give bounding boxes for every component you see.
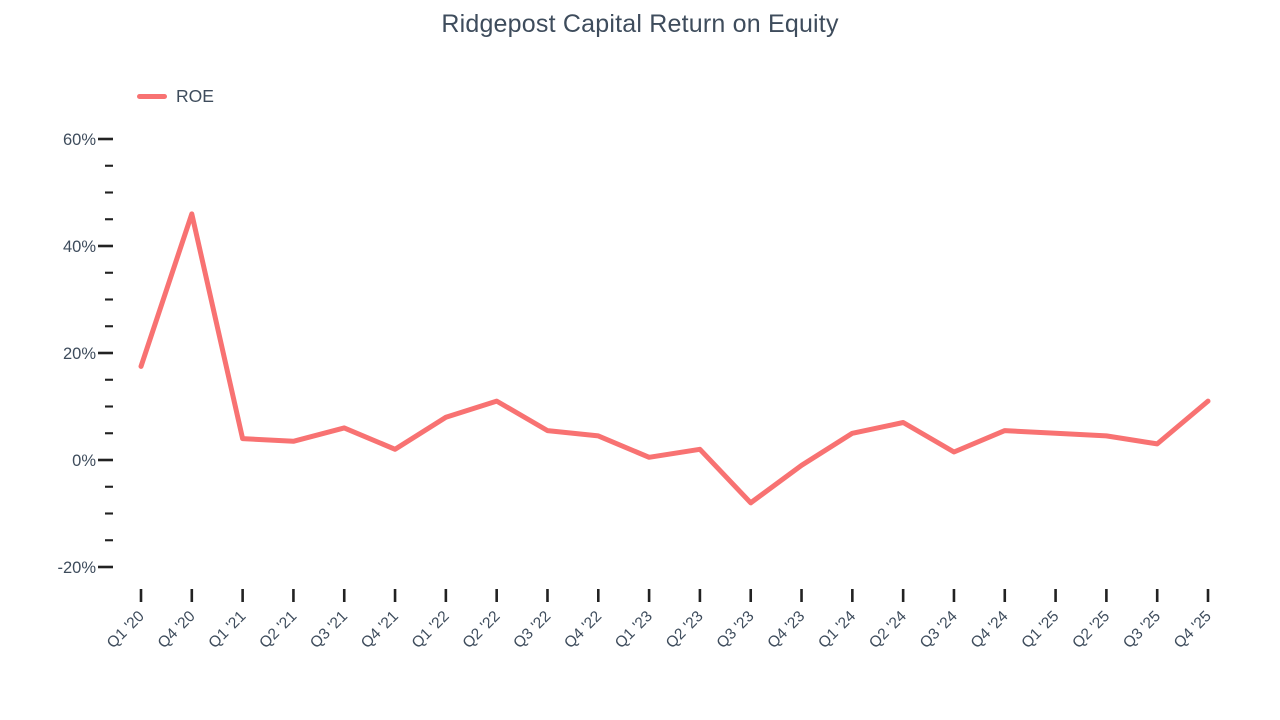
y-tick-label: 0% (72, 452, 96, 470)
x-tick-label: Q4 '23 (764, 608, 808, 652)
x-tick-label: Q1 '25 (1018, 608, 1062, 652)
x-tick-label: Q3 '21 (307, 608, 351, 652)
x-tick-label: Q2 '23 (663, 608, 707, 652)
x-tick-label: Q4 '20 (155, 608, 199, 652)
x-tick-label: Q1 '22 (409, 608, 453, 652)
chart-title: Ridgepost Capital Return on Equity (441, 10, 839, 38)
x-tick-label: Q4 '22 (561, 608, 605, 652)
series-line-roe (138, 211, 1211, 506)
legend-label: ROE (176, 85, 214, 106)
x-tick-label: Q1 '21 (205, 608, 249, 652)
x-tick-label: Q2 '22 (460, 608, 504, 652)
x-tick-label: Q1 '20 (104, 608, 148, 652)
x-tick-label: Q1 '23 (612, 608, 656, 652)
x-tick-label: Q3 '24 (917, 608, 961, 652)
x-tick-label: Q1 '24 (815, 608, 859, 652)
x-axis: Q1 '20 Q4 '20 Q1 '21 Q2 '21 Q3 '21 Q4 '21 Q1 '… (104, 589, 1215, 652)
x-tick-label: Q4 '21 (358, 608, 402, 652)
x-tick-label: Q2 '21 (256, 608, 300, 652)
x-tick-label: Q4 '25 (1171, 608, 1215, 652)
y-tick-label: -20% (57, 559, 96, 577)
x-tick-label: Q3 '25 (1120, 608, 1164, 652)
x-tick-label: Q3 '23 (714, 608, 758, 652)
y-axis: -20% 0% 20% 40% 60% (57, 131, 113, 577)
x-tick-label: Q4 '24 (968, 608, 1012, 652)
legend: ROE (137, 84, 214, 108)
x-tick-label: Q3 '22 (510, 608, 554, 652)
y-tick-label: 20% (63, 345, 96, 363)
legend-line-swatch (137, 93, 167, 99)
y-tick-label: 40% (63, 238, 96, 256)
x-tick-label: Q2 '25 (1069, 608, 1113, 652)
x-tick-label: Q2 '24 (866, 608, 910, 652)
y-tick-label: 60% (63, 131, 96, 149)
